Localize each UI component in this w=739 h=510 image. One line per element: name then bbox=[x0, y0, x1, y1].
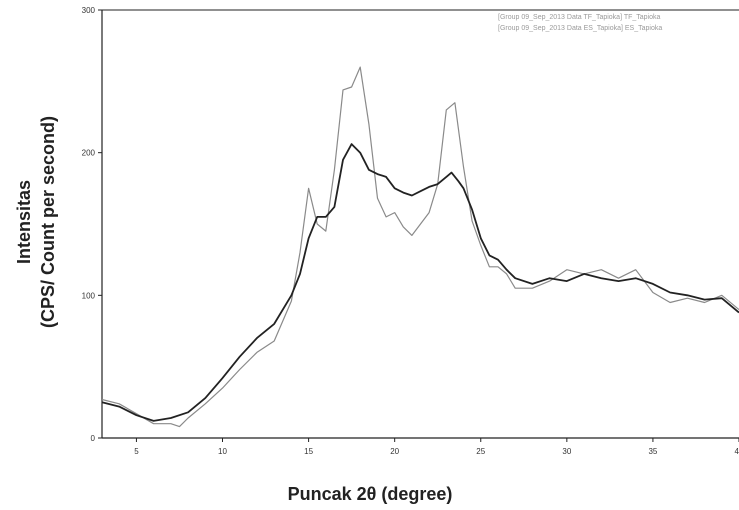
y-tick-label: 100 bbox=[82, 291, 96, 300]
series-lines bbox=[101, 66, 739, 428]
legend-entry-tf: [Group 09_Sep_2013 Data TF_Tapioka] TF_T… bbox=[498, 14, 661, 21]
y-tick-label: 300 bbox=[82, 6, 96, 15]
x-tick-label: 35 bbox=[648, 447, 657, 456]
x-tick-label: 25 bbox=[476, 447, 485, 456]
series-line-es-tapioka bbox=[101, 66, 739, 428]
x-tick-label: 20 bbox=[390, 447, 399, 456]
x-tick-label: 10 bbox=[218, 447, 227, 456]
legend: [Group 09_Sep_2013 Data TF_Tapioka] TF_T… bbox=[498, 12, 662, 34]
y-axis-label-line1: Intensitas bbox=[14, 179, 34, 265]
series-line-tf-tapioka bbox=[101, 143, 739, 422]
y-axis-label: Intensitas (CPS/ Count per second) bbox=[12, 116, 60, 328]
y-tick-label: 0 bbox=[91, 434, 96, 443]
axis-ticks: 5 10 15 20 25 30 35 40 0 100 200 300 bbox=[82, 6, 739, 456]
y-axis-label-container: Intensitas (CPS/ Count per second) bbox=[0, 0, 70, 470]
y-tick-label: 200 bbox=[82, 149, 96, 158]
y-axis-label-line2: (CPS/ Count per second) bbox=[38, 115, 58, 329]
legend-entry-es: [Group 09_Sep_2013 Data ES_Tapioka] ES_T… bbox=[498, 25, 663, 32]
x-tick-label: 5 bbox=[134, 447, 139, 456]
x-tick-label: 40 bbox=[735, 447, 739, 456]
x-axis-label: Puncak 2θ (degree) bbox=[287, 484, 453, 504]
x-tick-label: 15 bbox=[304, 447, 313, 456]
plot-frame bbox=[101, 9, 739, 439]
x-tick-label: 30 bbox=[562, 447, 571, 456]
